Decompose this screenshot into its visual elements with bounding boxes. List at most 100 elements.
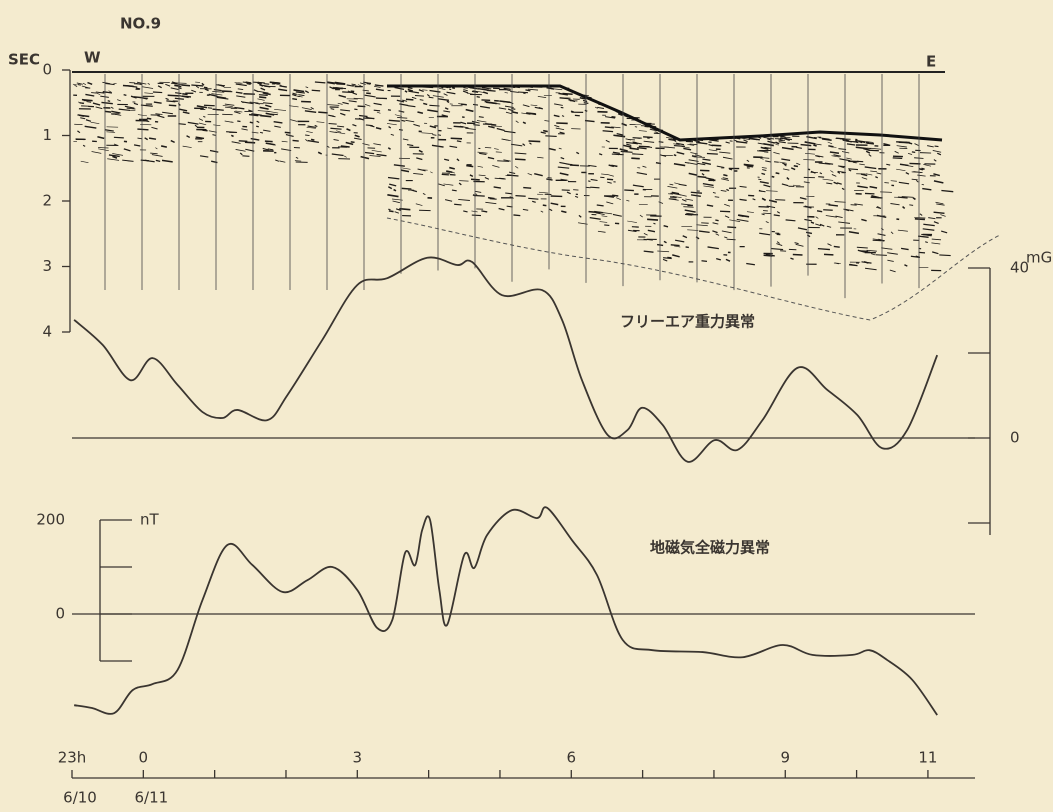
curve-label: フリーエア重力異常 — [620, 313, 755, 331]
reflector — [137, 129, 148, 130]
reflector — [692, 156, 696, 157]
reflector — [454, 126, 464, 127]
reflector — [793, 254, 803, 255]
reflector — [264, 84, 270, 85]
reflector — [318, 112, 327, 113]
seismic-tick-label: 3 — [42, 257, 52, 275]
reflector — [612, 195, 618, 196]
reflector — [260, 132, 263, 133]
time-tick-label: 0 — [139, 749, 149, 767]
reflector — [605, 127, 614, 128]
reflector — [454, 204, 461, 205]
reflector — [776, 173, 780, 174]
reflector — [429, 97, 434, 98]
reflector — [473, 104, 478, 105]
reflector — [363, 118, 374, 119]
time-tick-label: 23h — [58, 749, 87, 767]
east-label: E — [926, 53, 936, 71]
reflector — [698, 176, 707, 177]
reflector — [212, 135, 215, 136]
reflector — [423, 103, 427, 104]
reflector — [747, 166, 753, 167]
reflector — [701, 261, 706, 262]
reflector — [342, 92, 354, 93]
reflector — [571, 111, 574, 112]
reflector — [259, 95, 268, 96]
reflector — [939, 255, 950, 256]
reflector — [671, 245, 680, 246]
reflector — [782, 136, 786, 137]
reflector — [513, 215, 520, 216]
reflector — [182, 94, 187, 95]
reflector — [585, 121, 595, 122]
reflector — [778, 140, 785, 141]
reflector — [123, 85, 134, 86]
figure: NO.9 SEC W E 0123423h0369116/106/11040mG… — [0, 0, 1053, 812]
figure-title: NO.9 — [120, 15, 161, 33]
reflector — [925, 242, 928, 243]
reflector — [374, 110, 380, 111]
reflector — [292, 99, 297, 100]
reflector — [311, 139, 314, 140]
y-tick-label: 0 — [1010, 429, 1020, 447]
reflector — [145, 160, 149, 161]
reflector — [813, 145, 816, 146]
reflector — [408, 88, 413, 89]
reflector — [389, 211, 394, 212]
reflector — [893, 158, 902, 159]
time-tick-label: 9 — [780, 749, 790, 767]
reflector — [909, 205, 913, 206]
reflector — [329, 124, 337, 125]
reflector — [166, 101, 175, 102]
reflector — [153, 92, 162, 93]
reflector — [543, 131, 548, 132]
reflector — [406, 99, 413, 100]
reflector — [487, 90, 496, 91]
reflector — [515, 159, 526, 160]
reflector — [178, 124, 185, 125]
reflector — [834, 246, 840, 247]
reflector — [312, 90, 320, 91]
reflector — [305, 135, 309, 136]
reflector — [674, 155, 676, 156]
unit-label: mGal — [1026, 249, 1053, 267]
reflector — [875, 255, 886, 256]
reflector — [182, 96, 191, 97]
reflector — [891, 181, 897, 182]
y-tick-label: 0 — [55, 605, 65, 623]
reflector — [758, 207, 768, 208]
reflector — [588, 181, 590, 182]
reflector — [168, 95, 179, 96]
reflector — [249, 83, 251, 84]
reflector — [715, 220, 718, 221]
reflector — [548, 178, 552, 179]
reflector — [477, 97, 480, 98]
reflector — [108, 101, 110, 102]
reflector — [523, 188, 531, 189]
reflector — [685, 214, 692, 215]
reflector — [499, 178, 504, 179]
reflector — [723, 175, 727, 176]
reflector — [452, 190, 457, 191]
reflector — [886, 164, 890, 165]
reflector — [823, 210, 833, 211]
reflector — [389, 120, 400, 121]
reflector — [915, 219, 925, 220]
reflector — [772, 176, 775, 177]
reflector — [836, 138, 846, 139]
reflector — [763, 213, 771, 214]
reflector — [896, 142, 907, 143]
reflector — [669, 199, 677, 200]
reflector — [405, 91, 407, 92]
reflector — [611, 117, 615, 118]
reflector — [479, 117, 484, 118]
curve-label: 地磁気全磁力異常 — [650, 539, 770, 557]
reflector — [231, 135, 233, 136]
reflector — [114, 137, 124, 138]
reflector — [388, 110, 391, 111]
reflector — [402, 120, 406, 121]
reflector — [236, 92, 243, 93]
reflector — [147, 118, 151, 119]
reflector — [518, 92, 528, 93]
reflector — [471, 179, 480, 180]
